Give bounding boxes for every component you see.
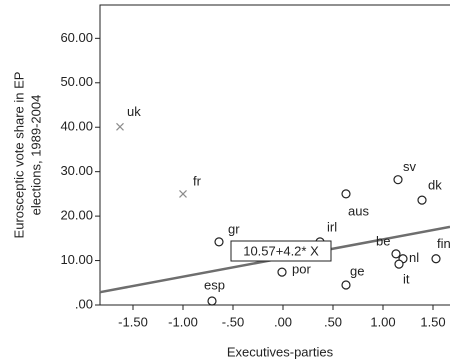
point-x [116,122,124,131]
point [214,237,224,247]
equation-box [230,240,332,262]
point [391,249,401,259]
point-label: fin [437,236,450,251]
point-label: sv [403,159,417,174]
y-tick-label: .00 [75,296,93,311]
y-tick-label: 50.00 [60,74,93,89]
point [207,296,217,306]
point-label: be [376,233,390,248]
point-label: nl [409,250,419,265]
point-label: esp [204,277,225,292]
point-label: aus [348,203,369,218]
point-label: ge [350,263,364,278]
point [341,189,351,199]
plot-frame [99,4,450,306]
point-label: it [403,272,410,287]
y-tick-label: 20.00 [60,208,93,223]
equation-label: 10.57+4.2* X [243,243,319,258]
point [393,175,403,185]
point-label: fr [193,173,202,188]
y-tick-label: 30.00 [60,163,93,178]
point-label: dk [428,178,442,193]
x-tick-label: .50 [324,314,342,329]
point-label: por [292,262,311,277]
point [277,267,287,277]
y-tick-label: 60.00 [60,30,93,45]
y-tick-label: 10.00 [60,252,93,267]
y-axis-title: Eurosceptic vote share in EP [11,72,26,239]
y-tick-label: 40.00 [60,119,93,134]
x-tick-label: -.50 [222,314,244,329]
x-axis-title: Executives-parties [227,344,334,359]
y-axis-title: elections, 1989-2004 [28,95,43,216]
point [431,254,441,264]
point-x [179,189,187,198]
x-tick-label: -1.50 [118,314,148,329]
point [394,259,404,269]
point-label: gr [228,221,240,236]
x-tick-label: -1.00 [168,314,198,329]
x-tick-label: 1.00 [370,314,395,329]
x-tick-label: 1.50 [420,314,445,329]
point-label: uk [127,104,141,119]
x-tick-label: .00 [274,314,292,329]
point-label: irl [327,219,337,234]
point [341,280,351,290]
point [417,195,427,205]
